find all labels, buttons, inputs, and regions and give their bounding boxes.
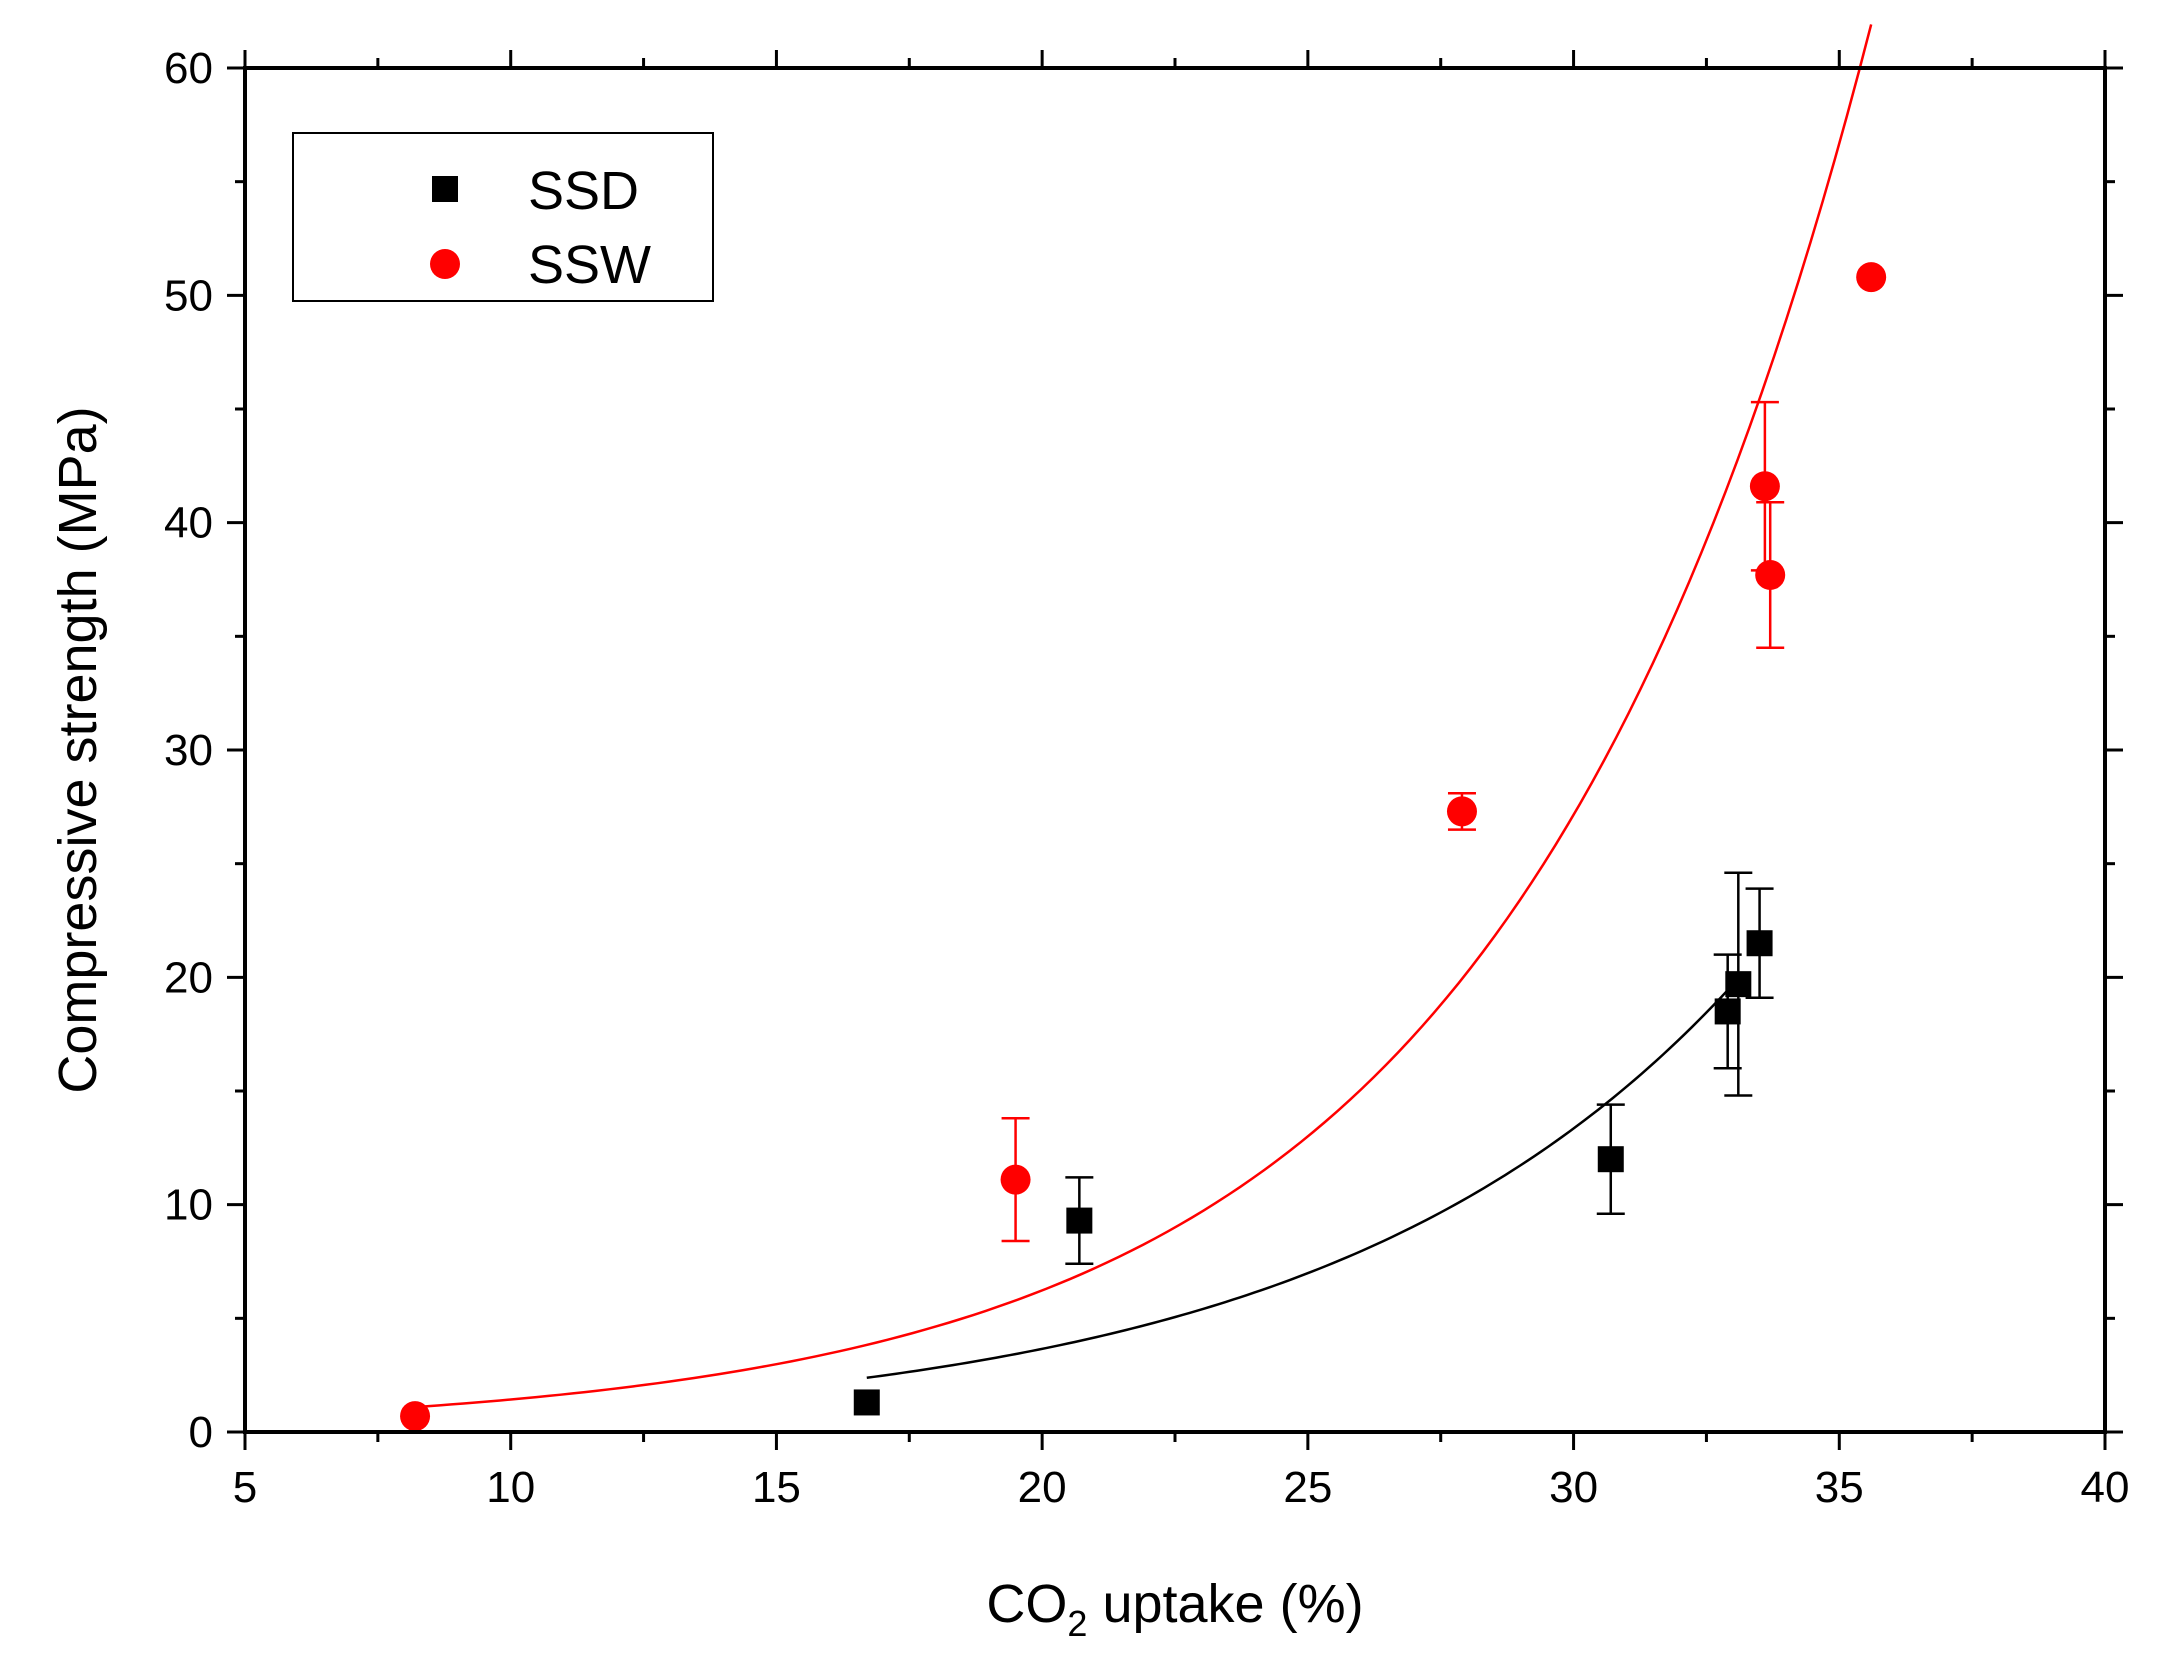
data-point-ssd: [853, 1389, 880, 1416]
data-point-ssw: [1446, 796, 1477, 827]
x-tick-label: 25: [1283, 1463, 1332, 1512]
x-tick-label: 20: [1018, 1463, 1067, 1512]
data-point-ssd: [1746, 930, 1773, 957]
fit-curve-ssw: [414, 24, 1873, 1409]
legend-ssw-marker: [430, 249, 460, 279]
error-bars: [1001, 400, 1785, 1266]
x-tick-label: 30: [1549, 1463, 1598, 1512]
data-point-ssd: [1066, 1207, 1093, 1234]
y-tick-label: 10: [164, 1181, 213, 1230]
x-tick-label: 5: [233, 1463, 257, 1512]
y-tick-label: 40: [164, 499, 213, 548]
x-tick-label: 40: [2081, 1463, 2130, 1512]
y-axis-ticks: 0 10 20 30 40 50 60: [164, 44, 2123, 1457]
legend-ssd-marker: [432, 176, 458, 202]
data-point-ssw: [1749, 471, 1780, 502]
x-tick-label: 35: [1815, 1463, 1864, 1512]
x-tick-label: 10: [486, 1463, 535, 1512]
data-point-ssw: [400, 1401, 431, 1432]
data-point-ssw: [1856, 262, 1887, 293]
y-tick-label: 20: [164, 953, 213, 1002]
y-axis-label: Compressive strength (MPa): [48, 406, 108, 1093]
data-point-ssd: [1597, 1146, 1624, 1173]
data-point-ssd: [1714, 998, 1741, 1025]
data-point-ssw: [1755, 559, 1786, 590]
data-point-ssw: [1000, 1164, 1031, 1195]
x-tick-label: 15: [752, 1463, 801, 1512]
fit-curves: [414, 24, 1873, 1409]
y-tick-label: 50: [164, 271, 213, 320]
legend-ssw-label: SSW: [528, 235, 651, 295]
data-points: [400, 262, 1887, 1432]
fit-curve-ssd: [866, 989, 1729, 1380]
x-axis-label: CO2 uptake (%): [986, 1574, 1363, 1644]
legend-ssd-label: SSD: [528, 161, 639, 221]
y-tick-label: 30: [164, 726, 213, 775]
y-tick-label: 60: [164, 44, 213, 93]
x-axis-ticks: 5 10 15 20 25 30 35 40: [233, 50, 2130, 1512]
y-tick-label: 0: [189, 1408, 213, 1457]
legend-box: [292, 132, 714, 302]
data-point-ssd: [1725, 971, 1752, 998]
legend: SSD SSW: [292, 132, 714, 302]
